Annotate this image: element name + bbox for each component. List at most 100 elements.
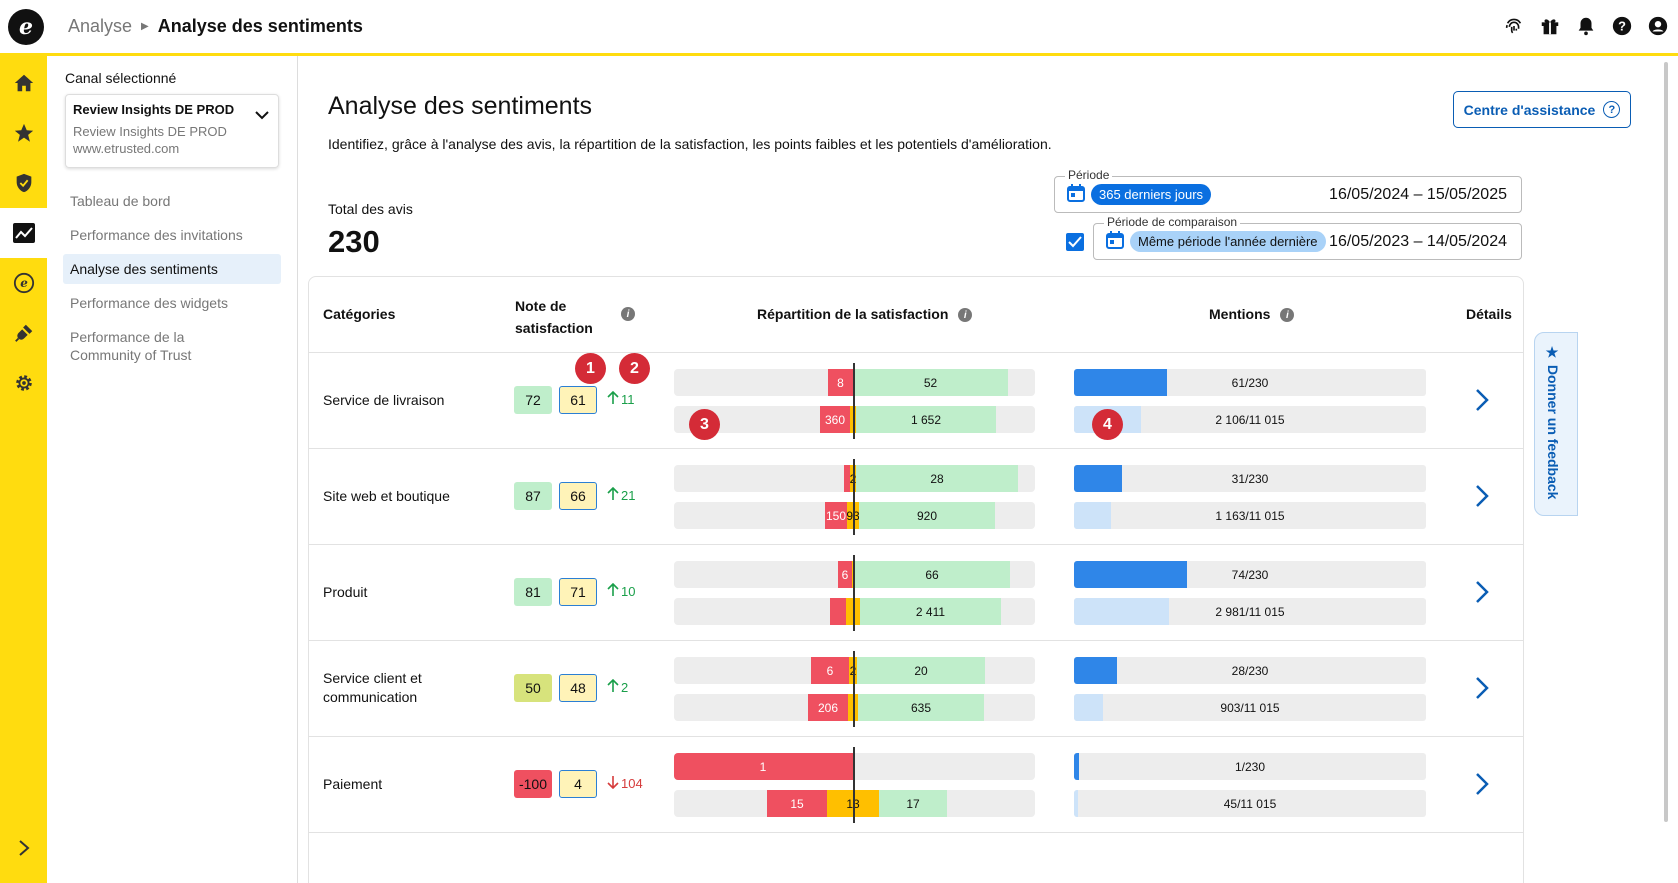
info-icon[interactable]: i bbox=[958, 308, 973, 323]
mentions-bar-cur[interactable]: 74/230 bbox=[1074, 561, 1426, 588]
negative-segment: 1 bbox=[674, 753, 853, 780]
compare-period-selector[interactable]: Période de comparaison Même période l'an… bbox=[1093, 215, 1522, 260]
satisfaction-score: -100 bbox=[514, 770, 552, 798]
table-row[interactable]: Site web et boutique8766212281509392031/… bbox=[309, 449, 1523, 545]
header-distribution: Répartition de la satisfaction i bbox=[757, 306, 973, 323]
compare-checkbox[interactable] bbox=[1066, 233, 1084, 251]
category-name: Paiement bbox=[323, 776, 383, 792]
mentions-bar-cmp[interactable]: 903/11 015 bbox=[1074, 694, 1426, 721]
gift-icon[interactable] bbox=[1538, 14, 1562, 38]
mentions-fill bbox=[1074, 369, 1168, 396]
mentions-bar-cmp[interactable]: 2 981/11 015 bbox=[1074, 598, 1426, 625]
mentions-label: 1 163/11 015 bbox=[1215, 508, 1285, 523]
calendar-icon bbox=[1106, 231, 1124, 252]
positive-segment: 1 652 bbox=[856, 406, 996, 433]
mentions-bar-cmp[interactable]: 2 106/11 015 bbox=[1074, 406, 1426, 433]
header-details: Détails bbox=[1466, 306, 1512, 322]
expand-rail-icon[interactable] bbox=[0, 833, 47, 863]
mentions-label: 61/230 bbox=[1231, 375, 1269, 390]
fingerprint-icon[interactable] bbox=[1502, 14, 1526, 38]
channel-selector[interactable]: Review Insights DE PROD Review Insights … bbox=[65, 94, 279, 168]
chevron-right-icon[interactable] bbox=[1475, 676, 1489, 703]
bell-icon[interactable] bbox=[1574, 14, 1598, 38]
score-delta: 2 bbox=[607, 678, 629, 696]
chevron-right-icon[interactable] bbox=[1475, 484, 1489, 511]
delta-value: 2 bbox=[621, 680, 629, 695]
arrow-up-icon bbox=[607, 486, 619, 504]
feedback-text: Donner un feedback bbox=[1545, 364, 1561, 500]
plug-icon[interactable] bbox=[0, 308, 47, 358]
positive-segment: 17 bbox=[879, 790, 947, 817]
home-icon[interactable] bbox=[0, 58, 47, 108]
table-row[interactable]: Service de livraison 72 61 11 8 52 360 1 652 61/… bbox=[309, 353, 1523, 449]
sidebar-item-dashboard[interactable]: Tableau de bord bbox=[70, 193, 171, 209]
sidebar-item-community[interactable]: Performance de la Community of Trust bbox=[70, 329, 192, 363]
mentions-bar-cur[interactable]: 61/230 bbox=[1074, 369, 1426, 396]
table-row[interactable]: Service client et communication504826220… bbox=[309, 641, 1523, 737]
mentions-fill bbox=[1074, 753, 1079, 780]
scrollbar[interactable] bbox=[1664, 62, 1668, 822]
help-icon[interactable]: ? bbox=[1610, 14, 1634, 38]
breadcrumb: Analyse ▶ Analyse des sentiments bbox=[68, 16, 363, 37]
page-title: Analyse des sentiments bbox=[328, 92, 593, 120]
mentions-bar-cur[interactable]: 1/230 bbox=[1074, 753, 1426, 780]
center-divider bbox=[853, 555, 855, 631]
chevron-right-icon[interactable] bbox=[1475, 580, 1489, 607]
positive-segment: 28 bbox=[856, 465, 1018, 492]
period-selector[interactable]: Période 365 derniers jours 16/05/2024 – … bbox=[1054, 168, 1522, 213]
comparison-score: 4 bbox=[559, 770, 597, 798]
arrow-up-icon bbox=[607, 390, 619, 408]
mentions-fill bbox=[1074, 657, 1117, 684]
sidebar-item-widgets[interactable]: Performance des widgets bbox=[70, 295, 228, 311]
mentions-label: 31/230 bbox=[1231, 471, 1269, 486]
svg-text:?: ? bbox=[1618, 19, 1626, 34]
satisfaction-score: 81 bbox=[514, 578, 552, 606]
page-description: Identifiez, grâce à l'analyse des avis, … bbox=[328, 136, 1052, 152]
chevron-down-icon bbox=[254, 107, 270, 123]
positive-segment: 66 bbox=[854, 561, 1010, 588]
channel-name: Review Insights DE PROD bbox=[73, 102, 235, 117]
mentions-bar-cmp[interactable]: 1 163/11 015 bbox=[1074, 502, 1426, 529]
sidebar-nav: Tableau de bord Performance des invitati… bbox=[63, 186, 281, 374]
info-icon[interactable]: i bbox=[1280, 308, 1295, 323]
sidebar-item-invitations[interactable]: Performance des invitations bbox=[70, 227, 243, 243]
svg-text:e: e bbox=[20, 276, 28, 290]
total-reviews-label: Total des avis bbox=[328, 201, 413, 217]
category-name: Site web et boutique bbox=[323, 488, 450, 504]
channel-label: Canal sélectionné bbox=[65, 70, 177, 86]
compare-period-chip: Même période l'année dernière bbox=[1130, 231, 1326, 252]
chart-icon[interactable] bbox=[0, 208, 47, 258]
star-icon[interactable] bbox=[0, 108, 47, 158]
chevron-right-icon[interactable] bbox=[1475, 772, 1489, 799]
header-categories: Catégories bbox=[323, 306, 396, 322]
etrusted-icon[interactable]: e bbox=[0, 258, 47, 308]
distribution-bar-cur[interactable]: 1 bbox=[674, 753, 1035, 780]
sidebar-item-sentiment[interactable]: Analyse des sentiments bbox=[63, 254, 281, 284]
chevron-right-icon[interactable] bbox=[1475, 388, 1489, 415]
channel-url: www.etrusted.com bbox=[73, 141, 180, 156]
total-reviews-value: 230 bbox=[328, 224, 380, 259]
period-label: Période bbox=[1065, 168, 1113, 182]
positive-segment: 20 bbox=[857, 657, 985, 684]
delta-value: 104 bbox=[621, 776, 643, 791]
info-icon[interactable]: i bbox=[621, 307, 635, 321]
negative-segment: 360 bbox=[820, 406, 850, 433]
gear-icon[interactable] bbox=[0, 358, 47, 408]
account-icon[interactable] bbox=[1646, 14, 1670, 38]
mentions-bar-cur[interactable]: 28/230 bbox=[1074, 657, 1426, 684]
mentions-bar-cur[interactable]: 31/230 bbox=[1074, 465, 1426, 492]
help-center-button[interactable]: Centre d'assistance ? bbox=[1453, 91, 1631, 128]
table-row[interactable]: Produit 81 71 10 6 66 2 411 74/230 2 981/11 015 bbox=[309, 545, 1523, 641]
mentions-bar-cmp[interactable]: 45/11 015 bbox=[1074, 790, 1426, 817]
compare-period-dates: 16/05/2023 – 14/05/2024 bbox=[1329, 232, 1507, 250]
negative-segment: 6 bbox=[811, 657, 849, 684]
shield-icon[interactable] bbox=[0, 158, 47, 208]
positive-segment: 920 bbox=[859, 502, 995, 529]
etrusted-logo[interactable]: e bbox=[8, 8, 44, 45]
breadcrumb-parent[interactable]: Analyse bbox=[68, 16, 133, 36]
annotation-marker: 3 bbox=[689, 409, 720, 440]
delta-value: 10 bbox=[621, 584, 636, 599]
arrow-up-icon bbox=[607, 678, 619, 696]
feedback-tab[interactable]: ★ Donner un feedback bbox=[1534, 332, 1578, 516]
